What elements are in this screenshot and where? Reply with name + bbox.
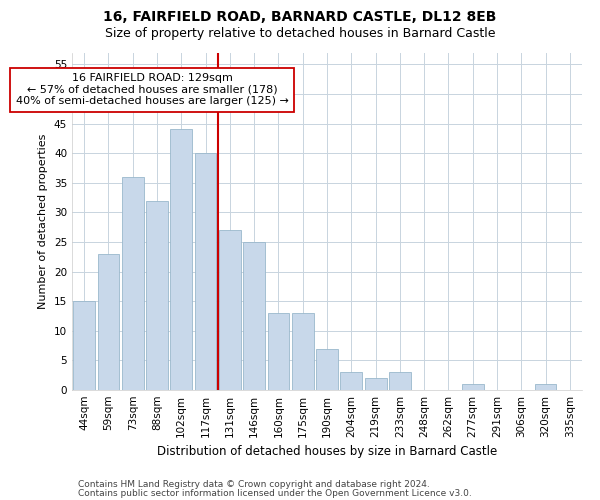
Text: 16, FAIRFIELD ROAD, BARNARD CASTLE, DL12 8EB: 16, FAIRFIELD ROAD, BARNARD CASTLE, DL12…	[103, 10, 497, 24]
Bar	[316, 348, 338, 390]
Bar	[340, 372, 362, 390]
Text: Contains public sector information licensed under the Open Government Licence v3: Contains public sector information licen…	[78, 489, 472, 498]
Bar	[365, 378, 386, 390]
Bar	[389, 372, 411, 390]
Bar	[243, 242, 265, 390]
Bar	[268, 313, 289, 390]
Text: Size of property relative to detached houses in Barnard Castle: Size of property relative to detached ho…	[105, 28, 495, 40]
Bar	[292, 313, 314, 390]
Y-axis label: Number of detached properties: Number of detached properties	[38, 134, 49, 309]
Bar	[170, 130, 192, 390]
Bar	[122, 177, 143, 390]
Bar	[97, 254, 119, 390]
Bar	[146, 200, 168, 390]
X-axis label: Distribution of detached houses by size in Barnard Castle: Distribution of detached houses by size …	[157, 446, 497, 458]
Bar	[73, 301, 95, 390]
Bar	[219, 230, 241, 390]
Text: Contains HM Land Registry data © Crown copyright and database right 2024.: Contains HM Land Registry data © Crown c…	[78, 480, 430, 489]
Bar	[462, 384, 484, 390]
Text: 16 FAIRFIELD ROAD: 129sqm
← 57% of detached houses are smaller (178)
40% of semi: 16 FAIRFIELD ROAD: 129sqm ← 57% of detac…	[16, 73, 289, 106]
Bar	[535, 384, 556, 390]
Bar	[194, 153, 217, 390]
